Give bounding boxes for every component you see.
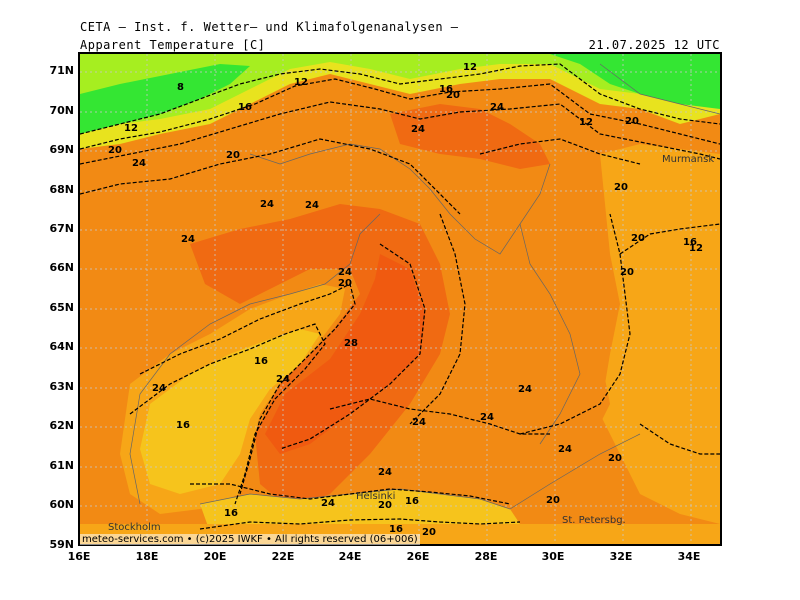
contour-label: 20 — [625, 116, 639, 127]
lat-label: 64N — [49, 340, 74, 353]
lon-label: 34E — [677, 550, 701, 563]
contour-label: 20 — [422, 527, 436, 538]
borders — [129, 63, 720, 510]
field-gulf-finland — [200, 489, 520, 532]
parameter-title: Apparent Temperature [C] — [80, 38, 266, 52]
lat-label: 62N — [49, 419, 74, 432]
copyright-footer: meteo-services.com • (c)2025 IWKF • All … — [80, 534, 420, 545]
contours — [80, 63, 720, 530]
lat-label: 66N — [49, 261, 74, 274]
lat-label: 61N — [49, 459, 74, 472]
lon-label: 24E — [338, 550, 362, 563]
contour-label: 24 — [260, 199, 274, 210]
lon-label: 16E — [67, 550, 91, 563]
contour-label: 16 — [405, 496, 419, 507]
lat-label: 69N — [49, 143, 74, 156]
contour-label: 16 — [683, 237, 697, 248]
contour-label: 24 — [132, 158, 146, 169]
field-hot-north — [390, 104, 550, 169]
field-green-northwest — [80, 64, 250, 134]
contour-label: 16 — [254, 356, 268, 367]
contour-label: 24 — [411, 124, 425, 135]
contour-label: 20 — [378, 500, 392, 511]
temperature-map: 8 12 12 12 16 16 20 20 20 24 24 24 12 20… — [80, 54, 720, 544]
city-labels: Murmansk Stockholm Helsinki St. Petersbg… — [108, 154, 714, 533]
contour-labels: 8 12 12 12 16 16 20 20 20 24 24 24 12 20… — [108, 62, 703, 538]
contour-label: 24 — [276, 374, 290, 385]
lat-label: 70N — [49, 104, 74, 117]
lat-label: 71N — [49, 64, 74, 77]
graticule — [80, 54, 720, 544]
city-st-petersburg: St. Petersbg. — [562, 515, 626, 526]
lat-label: 60N — [49, 498, 74, 511]
contour-label: 20 — [614, 182, 628, 193]
contour-label: 20 — [108, 145, 122, 156]
lat-label: 68N — [49, 183, 74, 196]
contour-label: 12 — [579, 117, 593, 128]
contour-label: 24 — [181, 234, 195, 245]
lon-label: 18E — [135, 550, 159, 563]
contour-label: 20 — [608, 453, 622, 464]
map-source-title: CETA — Inst. f. Wetter— und Klimafolgena… — [80, 20, 459, 34]
field-bothnian-sea-inner — [140, 329, 320, 494]
contour-label: 24 — [480, 412, 494, 423]
contour-label: 12 — [463, 62, 477, 73]
contour-label: 28 — [344, 338, 358, 349]
lat-label: 59N — [49, 538, 74, 551]
contour-label: 16 — [439, 84, 453, 95]
contour-label: 12 — [124, 123, 138, 134]
contour-label: 24 — [412, 417, 426, 428]
city-murmansk: Murmansk — [662, 154, 714, 165]
contour-label: 16 — [389, 524, 403, 535]
valid-time: 21.07.2025 12 UTC — [588, 38, 720, 52]
map-panel: 8 12 12 12 16 16 20 20 20 24 24 24 12 20… — [78, 52, 722, 546]
contour-label: 16 — [238, 102, 252, 113]
contour-label: 16 — [224, 508, 238, 519]
contour-label: 20 — [226, 150, 240, 161]
contour-label: 24 — [558, 444, 572, 455]
contour-label: 20 — [446, 90, 460, 101]
lat-label: 67N — [49, 222, 74, 235]
contour-label: 20 — [546, 495, 560, 506]
lon-label: 20E — [203, 550, 227, 563]
field-russia-warm — [490, 334, 610, 454]
contour-label: 24 — [305, 200, 319, 211]
field-green-northeast — [550, 54, 720, 109]
contour-label: 12 — [294, 77, 308, 88]
lon-label: 30E — [541, 550, 565, 563]
contour-label: 24 — [152, 383, 166, 394]
lon-label: 32E — [609, 550, 633, 563]
contour-label: 24 — [338, 267, 352, 278]
contour-label: 24 — [518, 384, 532, 395]
field-hot-core — [265, 254, 425, 454]
contour-label: 24 — [321, 498, 335, 509]
contour-label: 24 — [490, 102, 504, 113]
lon-label: 22E — [271, 550, 295, 563]
city-stockholm: Stockholm — [108, 522, 161, 533]
lat-label: 63N — [49, 380, 74, 393]
field-east-mild — [600, 144, 720, 524]
contour-label: 20 — [338, 278, 352, 289]
contour-label: 8 — [177, 82, 184, 93]
contour-label: 12 — [689, 243, 703, 254]
contour-label: 16 — [176, 420, 190, 431]
lon-label: 26E — [406, 550, 430, 563]
city-helsinki: Helsinki — [356, 491, 395, 502]
contour-label: 20 — [631, 233, 645, 244]
lat-label: 65N — [49, 301, 74, 314]
lon-label: 28E — [474, 550, 498, 563]
contour-label: 24 — [378, 467, 392, 478]
contour-label: 20 — [620, 267, 634, 278]
